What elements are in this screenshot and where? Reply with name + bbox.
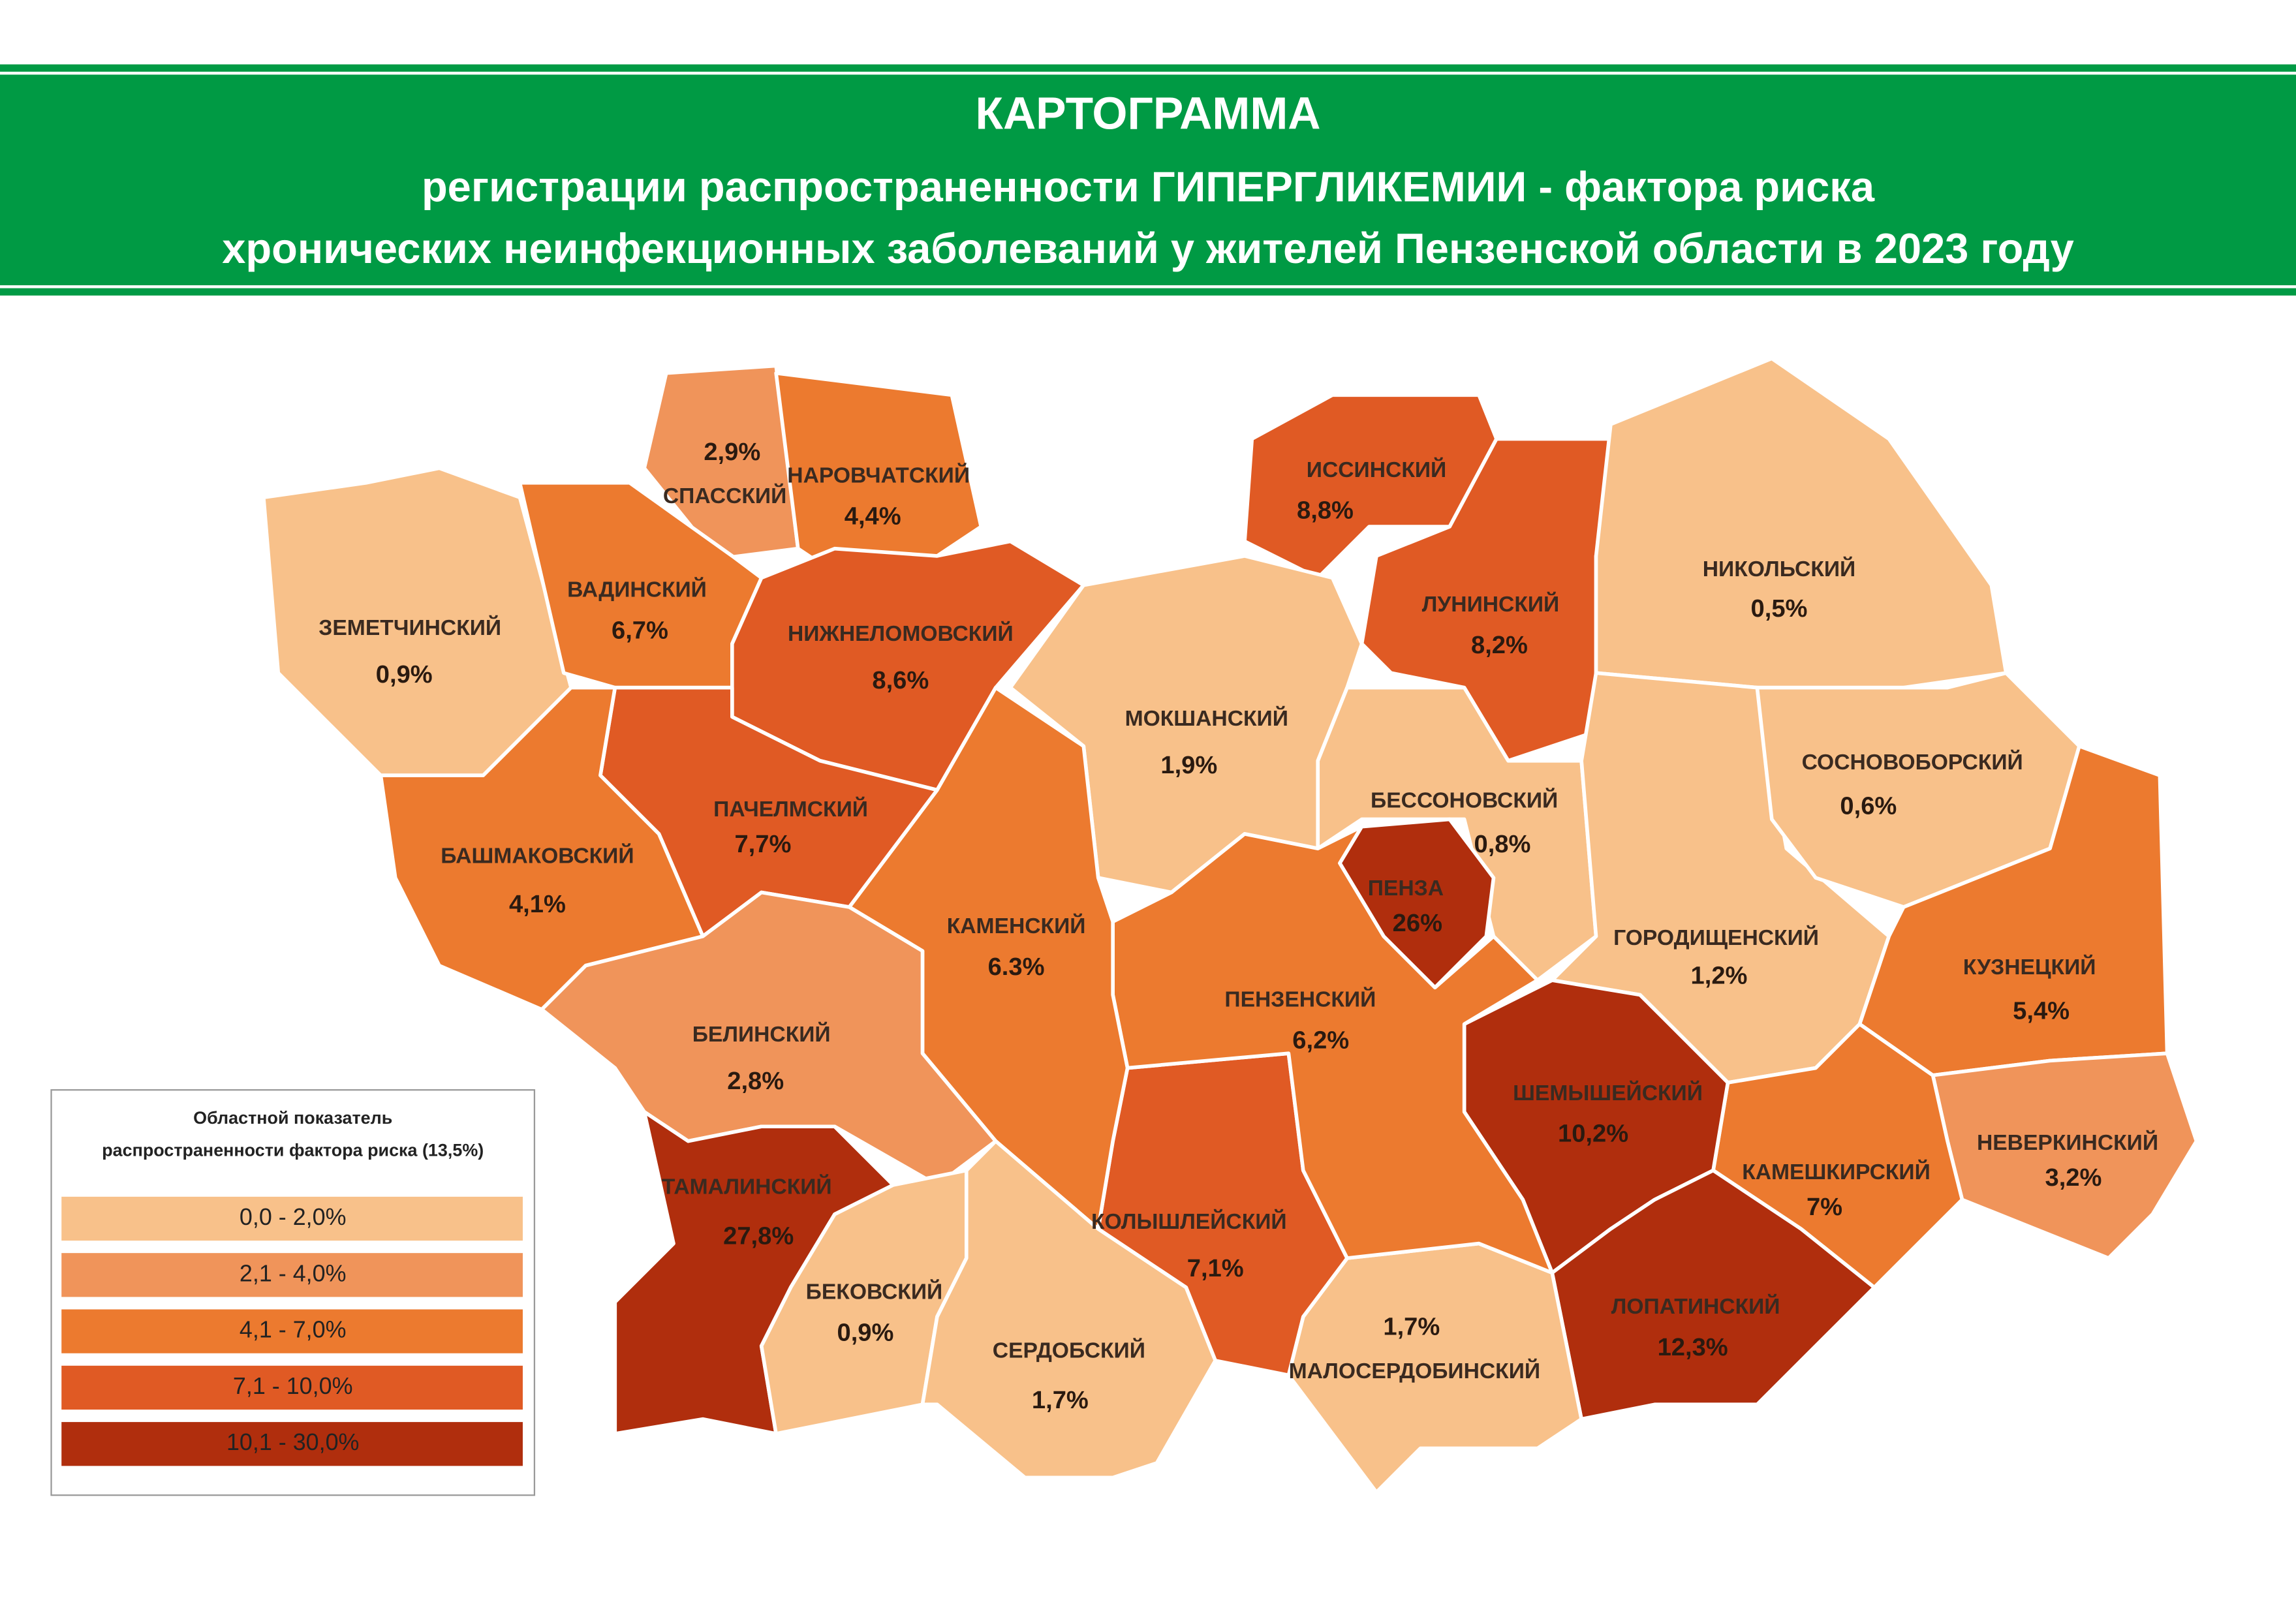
region-name: ЛОПАТИНСКИЙ: [1611, 1293, 1780, 1319]
region-name: ПАЧЕЛМСКИЙ: [713, 796, 868, 822]
region-name: ЗЕМЕТЧИНСКИЙ: [318, 615, 501, 640]
region-value: 8,6%: [872, 666, 929, 694]
region-name: КАМЕНСКИЙ: [947, 913, 1086, 938]
region-name: НИЖНЕЛОМОВСКИЙ: [788, 621, 1014, 646]
region-value: 2,8%: [727, 1067, 784, 1095]
subtitle: регистрации распространенности ГИПЕРГЛИК…: [422, 163, 1875, 211]
region-name: НИКОЛЬСКИЙ: [1703, 556, 1855, 581]
region-name: ГОРОДИЩЕНСКИЙ: [1613, 925, 1819, 950]
legend: 0,0 - 2,0% 2,1 - 4,0% 4,1 - 7,0% 7,1 - 10,0…: [61, 1196, 523, 1466]
region-name: ШЕМЫШЕЙСКИЙ: [1513, 1080, 1703, 1105]
region-value: 7%: [1807, 1193, 1842, 1221]
region-name: ПЕНЗЕНСКИЙ: [1224, 986, 1376, 1011]
region-value: 7,7%: [734, 830, 791, 858]
region-value: 7,1%: [1187, 1254, 1244, 1282]
region-value: 26%: [1393, 909, 1442, 937]
region-value: 6.3%: [988, 953, 1045, 981]
subtitle: хронических неинфекционных заболеваний у…: [222, 224, 2074, 272]
region-value: 8,8%: [1297, 497, 1354, 525]
region: [1594, 356, 2008, 690]
region-name: ТАМАЛИНСКИЙ: [662, 1173, 832, 1199]
region-value: 3,2%: [2045, 1164, 2102, 1192]
region-name: БАШМАКОВСКИЙ: [441, 843, 634, 869]
region-name: БЕССОНОВСКИЙ: [1371, 787, 1558, 812]
legend-swatch: [61, 1253, 523, 1297]
region-name: КАМЕШКИРСКИЙ: [1742, 1159, 1931, 1184]
region: [1111, 824, 1555, 1275]
region-value: 6,2%: [1292, 1026, 1349, 1054]
legend-swatch: [61, 1309, 523, 1353]
region-name: МАЛОСЕРДОБИНСКИЙ: [1289, 1358, 1540, 1383]
legend-label: 10,1 - 30,0%: [226, 1429, 360, 1455]
title: КАРТОГРАММА: [976, 88, 1321, 139]
region-value: 8,2%: [1471, 631, 1528, 659]
legend-label: 7,1 - 10,0%: [233, 1373, 353, 1399]
region-name: ЛУНИНСКИЙ: [1422, 591, 1559, 617]
header-band: [0, 64, 2296, 296]
region-value: 0,9%: [376, 660, 433, 688]
region: [642, 363, 800, 561]
region-name: СПАССКИЙ: [663, 483, 786, 508]
region-value: 6,7%: [612, 617, 668, 645]
legend-label: 2,1 - 4,0%: [240, 1260, 347, 1286]
region-name: ПЕНЗА: [1368, 876, 1444, 901]
legend-swatch: [61, 1422, 523, 1466]
region-name: НЕВЕРКИНСКИЙ: [1977, 1130, 2158, 1155]
legend-label: 0,0 - 2,0%: [240, 1204, 347, 1230]
legend-title: Областной показатель: [193, 1108, 392, 1128]
map: СПАССКИЙ 2,9% НАРОВЧАТСКИЙ 4,4% ИССИНСКИЙ 8,8…: [262, 356, 2199, 1494]
region-value: 2,9%: [704, 438, 760, 466]
legend-label: 4,1 - 7,0%: [240, 1317, 347, 1343]
region-name: МОКШАНСКИЙ: [1125, 705, 1288, 731]
region-name: КОЛЫШЛЕЙСКИЙ: [1091, 1209, 1287, 1234]
region-value: 4,1%: [509, 890, 566, 918]
region-value: 1,7%: [1032, 1386, 1089, 1414]
region-value: 1,7%: [1383, 1313, 1440, 1341]
region-name: СЕРДОБСКИЙ: [993, 1337, 1145, 1363]
region-name: БЕКОВСКИЙ: [806, 1279, 943, 1305]
region: [920, 1139, 1218, 1480]
region-value: 10,2%: [1558, 1120, 1628, 1148]
region-value: 27,8%: [723, 1222, 794, 1250]
region-value: 0,6%: [1840, 792, 1897, 820]
legend-swatch: [61, 1196, 523, 1241]
region-name: БЕЛИНСКИЙ: [692, 1021, 831, 1047]
region-name: СОСНОВОБОРСКИЙ: [1802, 749, 2023, 775]
region-name: НАРОВЧАТСКИЙ: [787, 463, 970, 488]
region-name: ИССИНСКИЙ: [1307, 457, 1446, 482]
region-value: 0,5%: [1751, 594, 1808, 623]
region: [379, 685, 705, 1011]
region-value: 5,4%: [2013, 996, 2070, 1025]
region: [1550, 1168, 1876, 1421]
region-value: 0,9%: [837, 1319, 894, 1347]
region-value: 1,9%: [1160, 751, 1217, 779]
region-name: КУЗНЕЦКИЙ: [1963, 954, 2096, 980]
legend-swatch: [61, 1365, 523, 1410]
region-value: 4,4%: [845, 502, 901, 531]
region-value: 1,2%: [1691, 962, 1748, 990]
region-value: 0,8%: [1474, 830, 1531, 858]
region-value: 12,3%: [1658, 1333, 1728, 1361]
region: [1338, 817, 1496, 990]
legend-title: распространенности фактора риска (13,5%): [102, 1140, 484, 1160]
region-name: ВАДИНСКИЙ: [567, 577, 707, 602]
